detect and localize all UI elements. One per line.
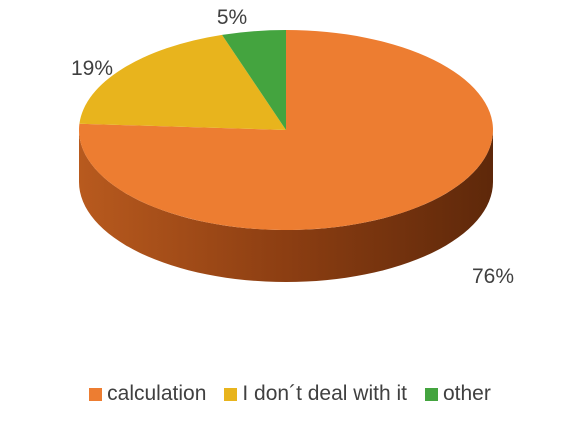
pie-tops [79,30,494,230]
legend-label-other: other [442,382,491,405]
legend-item-dont-deal: I don´t deal with it [224,382,407,406]
legend-swatch-calculation [89,387,103,401]
pie-labels: 76% 19% 5% [71,6,514,288]
legend-swatch-dont-deal [224,387,238,401]
legend-label-dont-deal: I don´t deal with it [242,382,407,405]
legend-item-other: other [424,382,491,406]
legend-item-calculation: calculation [89,382,206,406]
pie-slice-other [222,30,286,130]
legend: calculation I don´t deal with it other [0,382,580,406]
legend-label-calculation: calculation [107,382,207,405]
pie-chart: 76% 19% 5% [71,6,514,288]
legend-swatch-other [424,387,438,401]
pie-slice-dont-deal [79,34,286,130]
pie-sides [79,130,493,282]
data-label-calculation: 76% [472,265,514,288]
data-label-dont-deal: 19% [71,57,113,80]
data-label-other: 5% [217,6,247,29]
pie-side-calculation [79,130,493,282]
